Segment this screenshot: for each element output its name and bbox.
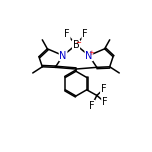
Text: F: F xyxy=(64,29,70,39)
Text: N: N xyxy=(59,51,67,60)
Text: −: − xyxy=(75,40,81,46)
Text: F: F xyxy=(102,97,107,107)
Text: +: + xyxy=(88,50,94,56)
Text: B: B xyxy=(73,40,79,50)
Text: N: N xyxy=(85,51,93,60)
Text: F: F xyxy=(82,29,88,39)
Text: F: F xyxy=(89,100,95,111)
Text: F: F xyxy=(101,84,106,94)
